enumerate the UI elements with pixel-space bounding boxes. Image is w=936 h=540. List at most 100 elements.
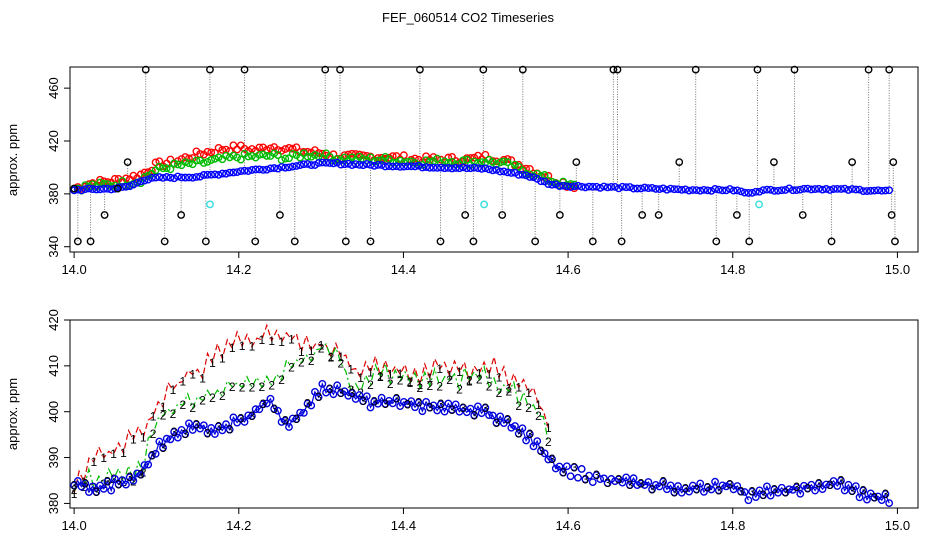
spike-point xyxy=(654,211,663,219)
series-3-point xyxy=(229,168,238,177)
series-3-point xyxy=(633,184,642,193)
series-3-point xyxy=(518,170,527,179)
series-3-point xyxy=(763,482,771,491)
series-1-label: 1 xyxy=(426,371,433,385)
series-3-point xyxy=(318,379,327,388)
series-3-point xyxy=(885,186,894,195)
series-3-point xyxy=(596,475,605,483)
series-3-point xyxy=(707,485,716,494)
series-3-point xyxy=(637,479,645,488)
series-3-point xyxy=(448,405,456,414)
series-1-point xyxy=(481,150,490,159)
series-3-point xyxy=(314,159,323,167)
series-3-point xyxy=(133,469,141,478)
series-3-point xyxy=(748,188,757,197)
series-3-point xyxy=(470,163,479,172)
series-3-point xyxy=(863,187,871,195)
bottom-plot-frame xyxy=(69,319,919,509)
series-3-point xyxy=(185,419,193,428)
series-3-point xyxy=(548,180,556,189)
series-3-point xyxy=(299,408,308,417)
series-1-label: 1 xyxy=(268,334,275,348)
series-3-point xyxy=(737,187,745,196)
series-3-label: 3 xyxy=(393,391,400,405)
series-3-label: 3 xyxy=(382,397,389,411)
series-3-point xyxy=(829,477,838,485)
series-1-label: 1 xyxy=(219,351,226,365)
series-3-point xyxy=(574,181,582,190)
series-1-label: 1 xyxy=(91,455,98,469)
series-1-label: 1 xyxy=(347,363,354,377)
spike-point xyxy=(73,237,82,246)
series-1-point xyxy=(85,180,93,189)
series-2-label: 2 xyxy=(446,373,453,387)
series-3-point xyxy=(866,186,875,195)
series-3-label: 3 xyxy=(126,470,133,484)
series-2-label: 2 xyxy=(387,377,394,391)
spike-point xyxy=(469,237,478,246)
series-2-point xyxy=(462,155,471,164)
series-2-label: 2 xyxy=(110,472,117,486)
series-3-point xyxy=(477,409,486,418)
series-3-label: 3 xyxy=(549,452,556,466)
series-3-point xyxy=(648,183,656,192)
series-3-point xyxy=(577,465,586,473)
series-3-point xyxy=(362,160,371,168)
series-3-point xyxy=(566,472,575,481)
spike-point xyxy=(770,158,778,167)
series-3-point xyxy=(737,487,745,496)
series-3-point xyxy=(273,164,282,173)
series-2-point xyxy=(259,150,267,159)
x-tick-label: 14.6 xyxy=(555,518,580,533)
spike-point xyxy=(160,237,169,246)
spike-point xyxy=(555,211,564,219)
series-2-label: 2 xyxy=(496,386,503,400)
figure-title: FEF_060514 CO2 Timeseries xyxy=(382,10,554,25)
series-3-point xyxy=(88,185,97,193)
series-3-point xyxy=(299,160,308,169)
series-3-point xyxy=(285,423,293,431)
top-plot-marks xyxy=(70,65,899,246)
series-1-label: 1 xyxy=(160,400,167,414)
series-3-label: 3 xyxy=(515,427,522,441)
spike-point xyxy=(276,211,284,219)
spike-point xyxy=(609,65,618,74)
series-3-label: 3 xyxy=(538,444,545,458)
series-3-label: 3 xyxy=(582,472,589,486)
series-3-point xyxy=(685,186,694,195)
series-3-label: 3 xyxy=(426,401,433,415)
series-2-label: 2 xyxy=(338,356,345,370)
series-3-point xyxy=(792,186,801,195)
series-3-point xyxy=(77,186,86,195)
series-1-label: 1 xyxy=(130,432,137,446)
spike-point xyxy=(790,65,799,74)
spike-point xyxy=(617,237,626,246)
series-3-label: 3 xyxy=(738,485,745,499)
series-3-point xyxy=(744,496,753,505)
series-3-point xyxy=(436,400,445,409)
series-3-point xyxy=(751,187,760,196)
series-2-point xyxy=(433,154,442,163)
series-2-point xyxy=(173,160,182,169)
series-3-point xyxy=(685,487,694,496)
series-1-point xyxy=(292,143,301,152)
series-3-label: 3 xyxy=(882,487,889,501)
series-3-point xyxy=(451,164,460,172)
series-3-point xyxy=(855,493,864,502)
series-3-point xyxy=(425,163,434,172)
series-3-point xyxy=(251,405,260,414)
series-3-point xyxy=(703,186,712,195)
series-2-label: 2 xyxy=(249,380,256,394)
series-2-label: 2 xyxy=(209,391,216,405)
series-2-point xyxy=(225,153,234,162)
spike-point xyxy=(887,211,896,219)
series-3-point xyxy=(129,180,138,189)
series-3-label: 3 xyxy=(249,409,256,423)
series-2-label: 2 xyxy=(397,374,404,388)
series-3-point xyxy=(225,168,234,177)
bottom-x-axis: 14.0 14.2 14.4 14.6 14.8 15.0 xyxy=(61,508,910,533)
series-2-point xyxy=(407,157,416,166)
spike-point xyxy=(177,211,186,219)
series-3-point xyxy=(411,162,419,171)
series-3-point xyxy=(648,485,656,494)
